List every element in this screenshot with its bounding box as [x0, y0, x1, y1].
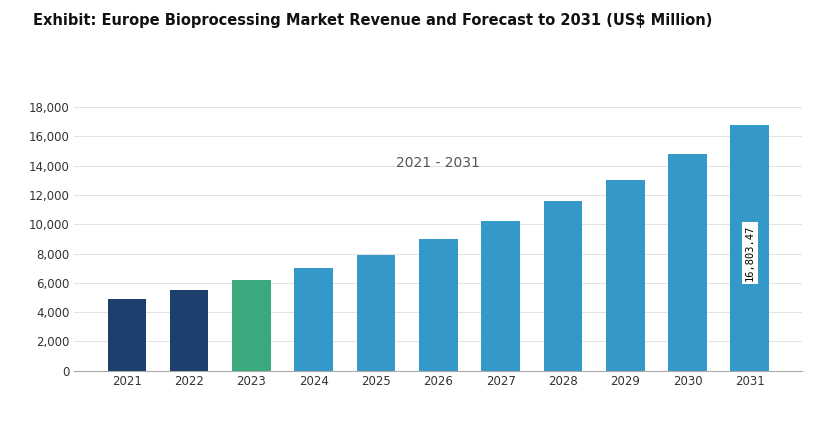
Bar — [232, 280, 270, 371]
Bar — [606, 180, 644, 371]
Text: 2021 - 2031: 2021 - 2031 — [396, 156, 480, 170]
Text: Exhibit: Europe Bioprocessing Market Revenue and Forecast to 2031 (US$ Million): Exhibit: Europe Bioprocessing Market Rev… — [33, 13, 712, 28]
Text: 16,803.47: 16,803.47 — [745, 225, 755, 281]
Bar — [294, 268, 333, 371]
Bar — [170, 290, 208, 371]
Bar — [481, 222, 520, 371]
Bar — [419, 239, 457, 371]
Bar — [668, 154, 707, 371]
Bar — [543, 201, 582, 371]
Bar — [108, 299, 146, 371]
Bar — [356, 255, 395, 371]
Bar — [730, 125, 769, 371]
